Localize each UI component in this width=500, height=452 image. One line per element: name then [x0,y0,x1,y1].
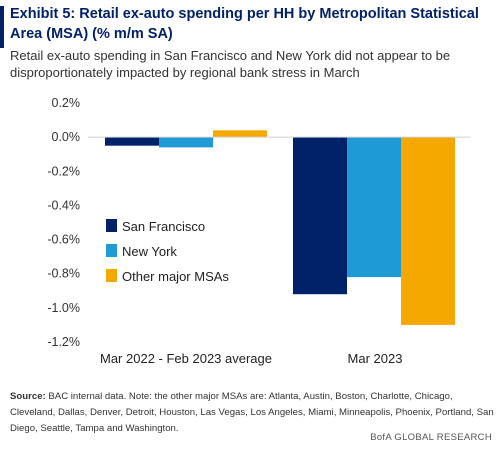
brand-mark: BofA GLOBAL RESEARCH [370,432,492,443]
chart-subtitle: Retail ex-auto spending in San Francisco… [10,48,451,80]
legend-swatch-other-major-msas [106,269,117,282]
bars [88,130,470,325]
y-tick-label: -1.0% [47,301,80,315]
legend-label-san-francisco: San Francisco [122,219,205,234]
bar-new-york [159,137,213,148]
legend-label-new-york: New York [122,244,177,259]
legend-swatch-san-francisco [106,219,117,232]
y-tick-label: -0.6% [47,233,80,247]
source-note: Source: BAC internal data. Note: the oth… [10,389,495,437]
y-tick-label: -1.2% [47,335,80,349]
y-tick-label: -0.2% [47,164,80,178]
bar-new-york [347,137,401,278]
x-category-label: Mar 2023 [348,351,403,366]
x-axis: Mar 2022 - Feb 2023 average Mar 2023 [100,351,402,366]
y-tick-label: 0.0% [52,130,81,144]
source-text: BAC internal data. Note: the other major… [10,391,494,434]
source-label: Source: [10,391,46,402]
chart-title: Exhibit 5: Retail ex-auto spending per H… [10,6,479,42]
y-tick-label: -0.4% [47,198,80,212]
legend-swatch-new-york [106,244,117,257]
title-accent-bar [0,6,4,48]
bar-san-francisco [293,137,347,295]
bar-san-francisco [105,137,159,146]
y-tick-label: 0.2% [52,96,81,110]
bar-other-major-msas [401,137,455,325]
bar-chart: 0.2% 0.0% -0.2% -0.4% -0.6% -0.8% -1.0% -1.2% S… [47,96,470,366]
y-tick-label: -0.8% [47,267,80,281]
bar-other-major-msas [213,130,267,138]
legend-label-other-major-msas: Other major MSAs [122,269,229,284]
y-axis: 0.2% 0.0% -0.2% -0.4% -0.6% -0.8% -1.0% -1.2% [47,96,80,349]
x-category-label: Mar 2022 - Feb 2023 average [100,351,272,366]
legend: San Francisco New York Other major MSAs [106,219,229,284]
